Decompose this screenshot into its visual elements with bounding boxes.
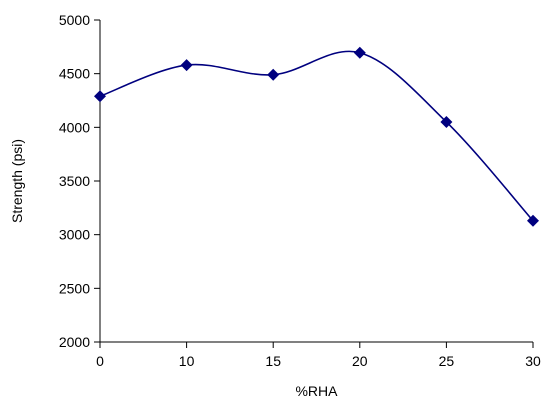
data-point-3 [353, 46, 366, 59]
x-tick-label: 25 [439, 353, 455, 369]
x-tick-label: 0 [96, 353, 104, 369]
x-axis-ticks: 0 10 15 20 25 30 [96, 342, 541, 369]
data-point-0 [94, 90, 106, 103]
series-line [99, 50, 534, 222]
y-axis-ticks: 2000 2500 3000 3500 4000 4500 5000 [59, 12, 100, 350]
series-markers [94, 46, 539, 227]
y-axis-title: Strength (psi) [9, 139, 25, 223]
x-axis-title: %RHA [295, 383, 338, 399]
x-tick-label: 15 [265, 353, 281, 369]
y-tick-label: 2500 [59, 280, 90, 296]
data-point-1 [180, 59, 193, 72]
y-tick-label: 4500 [59, 66, 90, 82]
data-point-4 [440, 115, 453, 128]
y-tick-label: 4000 [59, 119, 90, 135]
y-tick-label: 5000 [59, 12, 90, 28]
y-tick-label: 3500 [59, 173, 90, 189]
data-point-5 [527, 214, 539, 227]
x-tick-label: 30 [525, 353, 541, 369]
x-tick-label: 10 [179, 353, 195, 369]
y-tick-label: 3000 [59, 227, 90, 243]
data-point-2 [267, 68, 280, 81]
x-tick-label: 20 [352, 353, 368, 369]
y-tick-label: 2000 [59, 334, 90, 350]
